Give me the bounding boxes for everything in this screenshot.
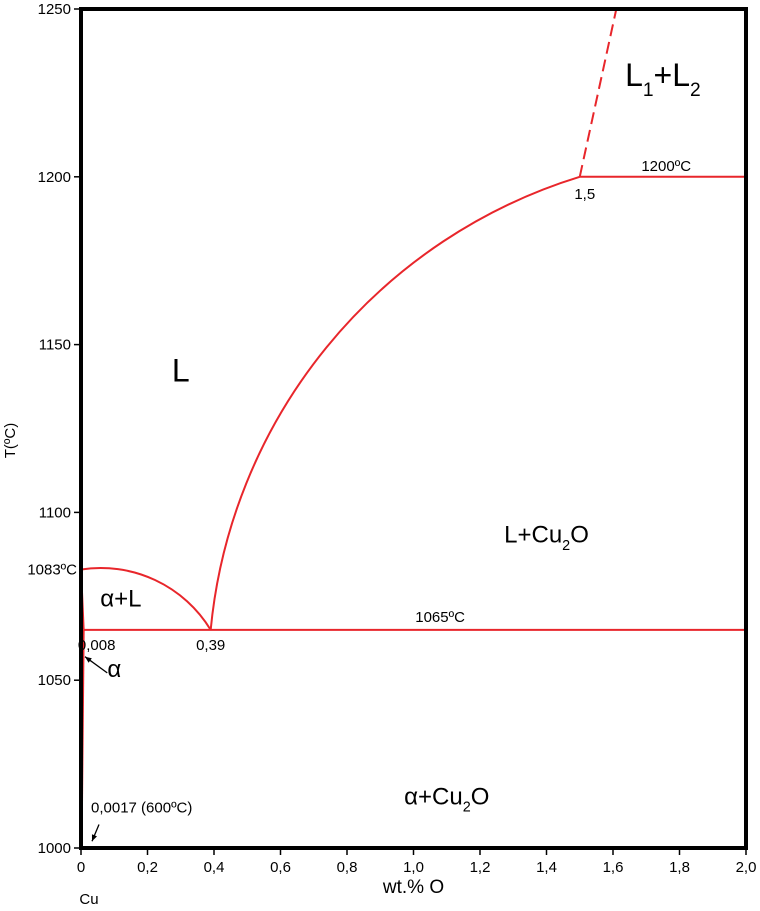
phase-boundaries bbox=[80, 8, 746, 849]
annotation-arrows bbox=[84, 656, 108, 842]
y-tick-label: 1200 bbox=[38, 169, 71, 186]
annotation-label: 1200ºC bbox=[641, 158, 691, 175]
annotation-label: 1,5 bbox=[574, 186, 595, 203]
phase-boundary-line bbox=[578, 8, 618, 178]
phase-region-label: α bbox=[107, 656, 121, 683]
arrow-head bbox=[91, 834, 97, 842]
x-tick-label: 2,0 bbox=[736, 859, 757, 876]
phase-region-label: α+Cu2O bbox=[404, 783, 489, 815]
phase-region-label: α+L bbox=[100, 585, 141, 612]
phase-boundary-line bbox=[80, 566, 212, 631]
x-tick-label: 0,4 bbox=[204, 859, 225, 876]
plot-frame bbox=[79, 7, 748, 850]
annotation-label: 0,39 bbox=[196, 637, 225, 654]
x-tick-label: 0 bbox=[77, 859, 85, 876]
x-tick-label: 0,2 bbox=[137, 859, 158, 876]
chart-labels: 1083ºC 0,008 0,39 1065ºC 1,5 1200ºC 0,0017 (60… bbox=[27, 57, 700, 816]
phase-region-label: L1+L2 bbox=[625, 57, 701, 101]
x-tick-label: 1,0 bbox=[403, 859, 424, 876]
x-tick-label: 0,8 bbox=[337, 859, 358, 876]
annotation-label: 0,008 bbox=[78, 637, 116, 654]
phase-boundary-line bbox=[209, 175, 581, 630]
y-axis-label: T(ºC) bbox=[2, 423, 19, 458]
x-tick-label: 0,6 bbox=[270, 859, 291, 876]
y-tick-label: 1000 bbox=[38, 840, 71, 857]
y-tick-label: 1050 bbox=[38, 672, 71, 689]
phase-region-label: L+Cu2O bbox=[504, 522, 589, 554]
x-axis-label: wt.% O bbox=[382, 877, 444, 898]
x-origin-label: Cu bbox=[79, 891, 98, 908]
x-tick-label: 1,4 bbox=[536, 859, 557, 876]
axis-ticks: 0 0,2 0,4 0,6 0,8 1,0 1,2 1,4 1,6 1,8 2,0 1000 1050 1… bbox=[38, 1, 757, 876]
y-tick-label: 1150 bbox=[39, 337, 71, 354]
arrow-head bbox=[84, 656, 92, 663]
y-tick-label: 1250 bbox=[38, 1, 71, 18]
y-tick-label: 1100 bbox=[39, 504, 71, 521]
annotation-label: 0,0017 (600ºC) bbox=[91, 799, 192, 816]
annotation-label: 1083ºC bbox=[27, 561, 77, 578]
phase-region-label: L bbox=[172, 353, 190, 389]
x-tick-label: 1,6 bbox=[603, 859, 624, 876]
x-tick-label: 1,8 bbox=[669, 859, 690, 876]
annotation-label: 1065ºC bbox=[415, 609, 465, 626]
x-tick-label: 1,2 bbox=[470, 859, 491, 876]
